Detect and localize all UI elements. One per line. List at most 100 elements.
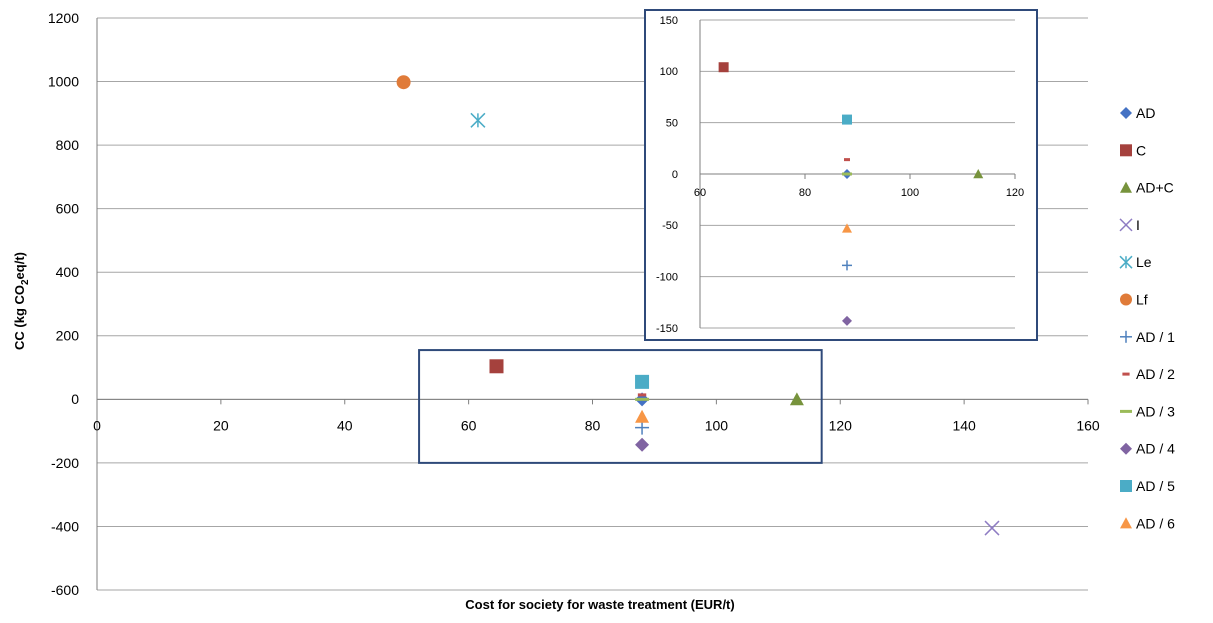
y-axis-title-subscript: 2	[20, 279, 31, 285]
main-y-tick-labels: -600 -400 -200 0 200 400 600 800 1000 1200	[48, 10, 79, 598]
inset-x-tick-label: 60	[694, 187, 706, 199]
main-x-tick-label: 140	[952, 417, 976, 433]
main-y-tick-label: 1200	[48, 10, 79, 26]
legend-label: AD / 5	[1136, 478, 1175, 494]
legend-item-ad-2: AD / 2	[1122, 366, 1175, 382]
main-data-points	[396, 75, 1000, 536]
main-x-tick-label: 120	[829, 417, 853, 433]
main-y-tick-label: 800	[56, 137, 80, 153]
main-x-tick-label: 100	[705, 417, 729, 433]
legend-marker-ad-1	[1120, 330, 1132, 343]
y-axis-title-main: CC (kg CO	[12, 285, 27, 350]
legend-marker-le	[1119, 255, 1133, 269]
main-x-tick-label: 0	[93, 417, 101, 433]
legend-item-ad-6: AD / 6	[1120, 515, 1175, 531]
legend-marker-ad-c	[1120, 181, 1132, 193]
x-axis-title: Cost for society for waste treatment (EU…	[465, 597, 734, 612]
main-y-tick-label: 1000	[48, 73, 79, 89]
legend-marker-ad-2	[1122, 372, 1130, 376]
main-y-tick-label: -400	[51, 518, 79, 534]
inset-y-tick-labels: -150 -100 -50 0 50 100 150	[656, 15, 678, 335]
inset-point-ad-3	[842, 172, 852, 176]
legend-label: AD / 6	[1136, 515, 1175, 531]
legend-marker-ad-6	[1120, 517, 1132, 529]
main-point-ad-2	[637, 393, 647, 397]
inset-point-ad-5	[842, 114, 852, 125]
main-x-tick-label: 60	[461, 417, 477, 433]
inset-y-tick-label: 100	[660, 66, 678, 78]
inset-y-tick-label: -50	[662, 220, 678, 232]
inset-x-tick-label: 100	[901, 187, 919, 199]
inset-y-tick-label: 150	[660, 15, 678, 27]
legend-label: AD / 1	[1136, 329, 1175, 345]
legend: AD C AD+C I Le Lf AD / 1 AD / 2 AD / 3 AD / 4 AD /…	[1119, 105, 1175, 531]
legend-item-ad-5: AD / 5	[1120, 478, 1175, 494]
inset-y-tick-label: -150	[656, 323, 678, 335]
legend-marker-ad-3	[1120, 409, 1132, 413]
main-y-tick-label: 200	[56, 328, 80, 344]
inset-point-ad-c	[973, 169, 984, 179]
main-x-tick-labels: 0 20 40 60 80 100 120 140 160	[93, 417, 1100, 433]
legend-label: Le	[1136, 254, 1152, 270]
main-x-tick-label: 160	[1076, 417, 1100, 433]
legend-label: Lf	[1136, 292, 1148, 308]
inset-frame	[644, 9, 1038, 341]
legend-label: AD+C	[1136, 180, 1174, 196]
legend-marker-ad	[1120, 107, 1132, 119]
legend-item-i: I	[1119, 217, 1140, 233]
legend-label: AD	[1136, 105, 1155, 121]
legend-label: AD / 4	[1136, 441, 1175, 457]
inset-point-ad-4	[842, 315, 852, 326]
legend-marker-lf	[1120, 293, 1132, 306]
main-point-i	[984, 520, 1000, 536]
legend-label: AD / 2	[1136, 366, 1175, 382]
main-x-tick-label: 40	[337, 417, 353, 433]
main-point-ad-5	[635, 374, 650, 389]
inset-point-ad-1	[842, 260, 852, 271]
legend-marker-c	[1120, 144, 1132, 157]
inset-x-tick-labels: 60 80 100 120	[694, 187, 1024, 199]
legend-marker-i	[1119, 218, 1133, 232]
main-point-ad-4	[635, 437, 650, 452]
legend-item-ad-4: AD / 4	[1120, 441, 1175, 457]
main-y-tick-label: -600	[51, 582, 79, 598]
main-point-ad-c	[789, 392, 804, 406]
legend-label: I	[1136, 217, 1140, 233]
main-point-le	[470, 112, 486, 128]
inset-data-points	[718, 62, 984, 326]
legend-item-c: C	[1120, 142, 1146, 158]
legend-label: AD / 3	[1136, 403, 1175, 419]
inset-point-c	[718, 62, 729, 73]
inset-point-ad-2	[844, 158, 850, 162]
legend-marker-ad-4	[1120, 442, 1132, 455]
y-axis-title: CC (kg CO2eq/t)	[12, 252, 31, 350]
main-point-c	[489, 359, 504, 374]
main-y-tick-label: 600	[56, 201, 80, 217]
legend-item-ad: AD	[1120, 105, 1155, 121]
main-y-tick-label: 0	[71, 391, 79, 407]
legend-label: C	[1136, 142, 1146, 158]
inset-y-tick-label: 0	[672, 169, 678, 181]
main-point-lf	[396, 75, 411, 90]
legend-item-lf: Lf	[1120, 292, 1148, 308]
legend-item-le: Le	[1119, 254, 1152, 270]
inset-y-tick-label: 50	[666, 118, 678, 130]
main-point-ad-6	[635, 409, 650, 423]
legend-marker-ad-5	[1120, 480, 1132, 492]
inset-gridlines	[699, 19, 1016, 329]
legend-item-ad-3: AD / 3	[1120, 403, 1175, 419]
inset-x-tick-label: 120	[1006, 187, 1024, 199]
legend-item-ad-c: AD+C	[1120, 180, 1174, 196]
highlight-box	[418, 349, 823, 464]
main-y-tick-label: -200	[51, 455, 79, 471]
main-x-tick-label: 80	[585, 417, 601, 433]
inset-y-tick-label: -100	[656, 272, 678, 284]
inset-point-ad-6	[842, 223, 852, 233]
main-point-ad-1	[635, 420, 650, 435]
y-axis-title-tail: eq/t)	[12, 252, 27, 279]
main-x-tick-label: 20	[213, 417, 229, 433]
inset-x-tick-label: 80	[799, 187, 811, 199]
main-point-ad-3	[635, 397, 650, 401]
